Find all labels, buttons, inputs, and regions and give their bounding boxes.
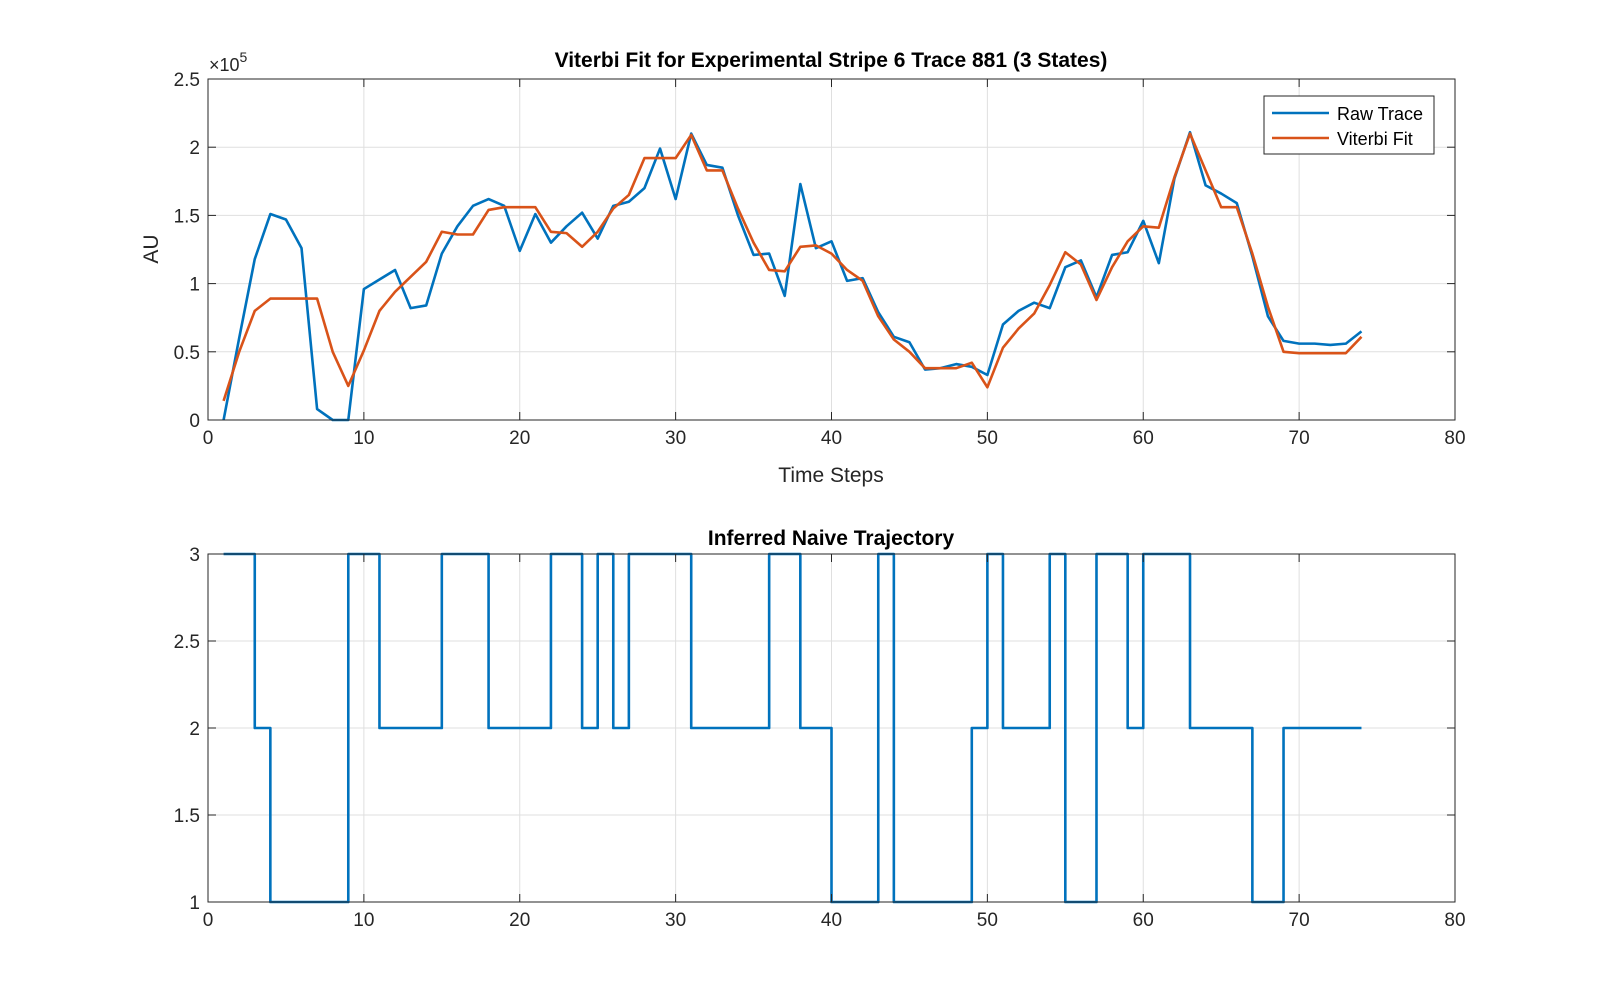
top-x-tick-label: 0	[203, 428, 214, 449]
bottom-x-tick-label: 0	[203, 910, 214, 931]
top-axes: 0 10 20 30 40 50 60 70 80 0 0.5 1 1.5 2 2.5 Viterbi F…	[140, 49, 1466, 487]
top-x-tick-label: 10	[353, 428, 374, 449]
bottom-y-tick-label: 1	[189, 893, 200, 914]
legend-label-raw-trace: Raw Trace	[1337, 104, 1423, 124]
top-x-tick-label: 70	[1289, 428, 1310, 449]
top-y-tick-label: 0.5	[174, 343, 200, 364]
top-x-tick-label: 40	[821, 428, 842, 449]
top-x-tick-label: 80	[1444, 428, 1465, 449]
top-y-tick-label: 2.5	[174, 70, 200, 91]
top-plot-lines	[222, 130, 1363, 422]
bottom-x-tick-label: 40	[821, 910, 842, 931]
bottom-x-tick-label: 30	[665, 910, 686, 931]
top-series-line-viterbi-fit	[222, 132, 1363, 402]
bottom-x-tick-label: 50	[977, 910, 998, 931]
bottom-chart-title: Inferred Naive Trajectory	[708, 527, 955, 550]
top-y-tick-label: 0	[189, 411, 200, 432]
bottom-x-tick-label: 10	[353, 910, 374, 931]
legend: Raw Trace Viterbi Fit	[1263, 95, 1435, 155]
top-y-tick-label: 1.5	[174, 206, 200, 227]
bottom-y-tick-label: 2.5	[174, 632, 200, 653]
bottom-y-tick-label: 3	[189, 545, 200, 566]
y-exponent-power: 5	[240, 49, 248, 65]
bottom-y-ticks: 1 1.5 2 2.5 3	[174, 545, 1455, 914]
legend-label-viterbi-fit: Viterbi Fit	[1337, 129, 1413, 149]
bottom-x-tick-label: 20	[509, 910, 530, 931]
top-y-ticks: 0 0.5 1 1.5 2 2.5	[174, 70, 1455, 432]
top-x-axis-label: Time Steps	[778, 464, 883, 487]
top-y-axis-label: AU	[140, 234, 163, 263]
top-x-tick-label: 30	[665, 428, 686, 449]
top-x-tick-label: 20	[509, 428, 530, 449]
bottom-axes: 0 10 20 30 40 50 60 70 80 1 1.5 2 2.5 3 Inferred Nai…	[174, 527, 1466, 931]
bottom-x-tick-label: 70	[1289, 910, 1310, 931]
top-x-tick-label: 50	[977, 428, 998, 449]
bottom-x-ticks: 0 10 20 30 40 50 60 70 80	[203, 554, 1466, 931]
top-y-tick-label: 1	[189, 275, 200, 296]
top-x-tick-label: 60	[1133, 428, 1154, 449]
bottom-y-tick-label: 2	[189, 719, 200, 740]
bottom-y-tick-label: 1.5	[174, 806, 200, 827]
top-x-ticks: 0 10 20 30 40 50 60 70 80	[203, 79, 1466, 449]
top-series-line-raw-trace	[222, 130, 1363, 422]
legend-box	[1263, 95, 1435, 155]
y-exponent-multiplier: ×105	[209, 49, 248, 75]
bottom-x-tick-label: 80	[1444, 910, 1465, 931]
bottom-x-tick-label: 60	[1133, 910, 1154, 931]
top-y-tick-label: 2	[189, 138, 200, 159]
top-chart-title: Viterbi Fit for Experimental Stripe 6 Tr…	[555, 49, 1108, 72]
